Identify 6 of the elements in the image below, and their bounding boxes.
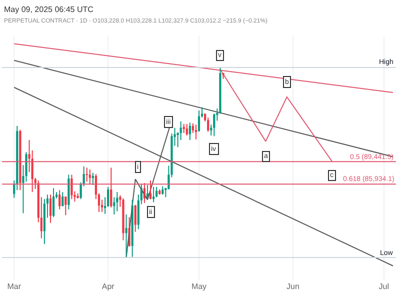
x-tick-label: Apr (102, 282, 115, 291)
x-tick-label: May (191, 282, 207, 291)
x-tick-label: Jun (286, 282, 300, 291)
x-tick-label: Mar (7, 282, 22, 291)
x-tick-label: Jul (378, 282, 390, 291)
chart-title: May 09, 2025 06:45 UTC (4, 5, 94, 14)
